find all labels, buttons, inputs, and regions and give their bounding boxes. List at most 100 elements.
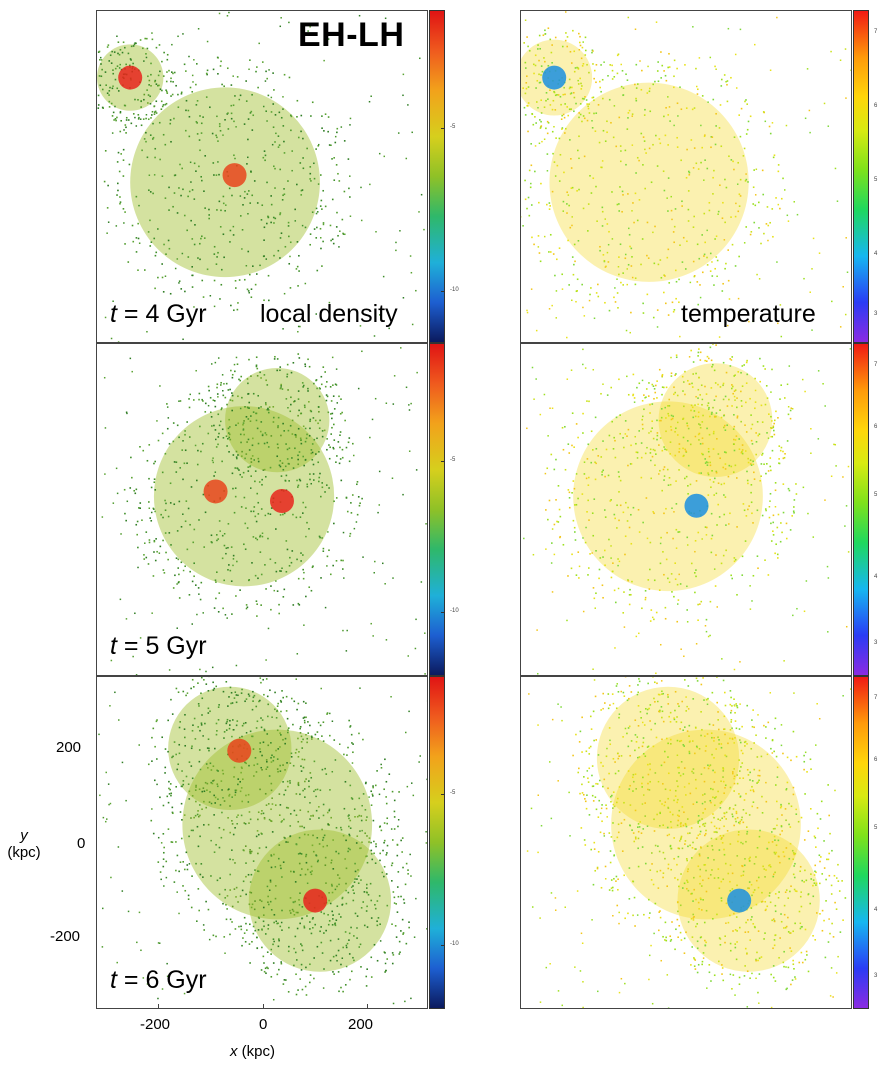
particle-point xyxy=(716,275,718,278)
particle-point xyxy=(247,290,250,292)
particle-point xyxy=(742,155,745,157)
particle-point xyxy=(131,476,133,479)
particle-point xyxy=(321,537,323,539)
particle-point xyxy=(561,45,564,48)
particle-point xyxy=(262,156,265,159)
particle-point xyxy=(630,265,633,267)
particle-point xyxy=(264,792,267,795)
particle-point xyxy=(636,457,639,459)
particle-point xyxy=(250,375,252,377)
particle-point xyxy=(750,231,753,233)
particle-point xyxy=(830,50,832,53)
particle-point xyxy=(634,277,637,280)
particle-point xyxy=(555,499,557,501)
particle-point xyxy=(315,237,318,239)
particle-point xyxy=(701,146,703,149)
particle-point xyxy=(168,442,171,445)
particle-point xyxy=(135,488,138,491)
particle-point xyxy=(188,594,191,596)
particle-point xyxy=(112,300,114,303)
particle-point xyxy=(119,202,121,205)
particle-point xyxy=(101,946,104,948)
particle-point xyxy=(343,753,345,756)
particle-point xyxy=(161,175,164,177)
particle-point xyxy=(727,27,730,30)
particle-point xyxy=(272,103,275,105)
particle-point xyxy=(622,284,625,286)
particle-point xyxy=(777,557,779,559)
particle-point xyxy=(217,396,219,398)
particle-point xyxy=(189,393,191,396)
particle-point xyxy=(258,700,260,703)
particle-point xyxy=(285,806,288,809)
particle-point xyxy=(547,518,549,521)
particle-point xyxy=(535,122,537,124)
particle-point xyxy=(582,412,584,415)
particle-point xyxy=(839,931,842,933)
particle-point xyxy=(715,471,718,474)
particle-point xyxy=(755,168,758,171)
particle-point xyxy=(646,446,648,449)
particle-point xyxy=(342,531,345,534)
particle-point xyxy=(319,205,322,207)
particle-point xyxy=(617,770,620,772)
particle-point xyxy=(323,429,326,432)
particle-point xyxy=(245,862,247,864)
particle-point xyxy=(142,118,145,120)
particle-point xyxy=(229,229,232,232)
particle-point xyxy=(292,901,295,904)
particle-point xyxy=(562,210,565,212)
particle-point xyxy=(276,443,279,446)
particle-point xyxy=(697,411,700,414)
particle-point xyxy=(221,428,224,431)
particle-point xyxy=(346,629,348,632)
particle-point xyxy=(768,506,771,508)
particle-point xyxy=(173,174,176,177)
particle-point xyxy=(398,791,400,793)
particle-point xyxy=(269,879,272,882)
particle-point xyxy=(731,737,734,740)
particle-point xyxy=(286,458,289,460)
particle-point xyxy=(712,796,714,799)
particle-point xyxy=(230,691,233,694)
particle-point xyxy=(244,822,247,825)
particle-point xyxy=(275,132,277,135)
particle-point xyxy=(577,771,580,774)
particle-point xyxy=(605,448,608,451)
particle-point xyxy=(200,175,202,178)
particle-point xyxy=(191,274,193,277)
particle-point xyxy=(626,375,628,378)
particle-point xyxy=(276,705,279,707)
particle-point xyxy=(340,963,342,966)
particle-point xyxy=(159,88,162,90)
particle-point xyxy=(718,887,721,890)
particle-point xyxy=(675,354,678,357)
particle-point xyxy=(251,129,254,131)
particle-point xyxy=(265,402,267,404)
particle-point xyxy=(165,102,168,105)
particle-point xyxy=(138,204,140,207)
particle-point xyxy=(250,288,253,290)
particle-point xyxy=(222,394,225,397)
particle-point xyxy=(525,87,528,90)
particle-point xyxy=(557,94,560,96)
particle-point xyxy=(574,67,577,69)
particle-point xyxy=(684,370,686,373)
particle-point xyxy=(304,363,306,366)
particle-point xyxy=(164,499,166,502)
particle-point xyxy=(376,920,378,923)
particle-point xyxy=(761,421,764,423)
particle-point xyxy=(228,187,231,190)
particle-point xyxy=(257,929,260,931)
particle-point xyxy=(164,275,167,277)
particle-point xyxy=(646,746,649,748)
particle-point xyxy=(212,457,214,459)
particle-point xyxy=(687,493,689,495)
particle-point xyxy=(687,832,689,835)
particle-point xyxy=(410,271,413,274)
particle-point xyxy=(176,258,179,260)
particle-point xyxy=(241,767,243,770)
particle-point xyxy=(263,150,266,152)
particle-point xyxy=(345,650,348,652)
particle-point xyxy=(692,167,695,169)
